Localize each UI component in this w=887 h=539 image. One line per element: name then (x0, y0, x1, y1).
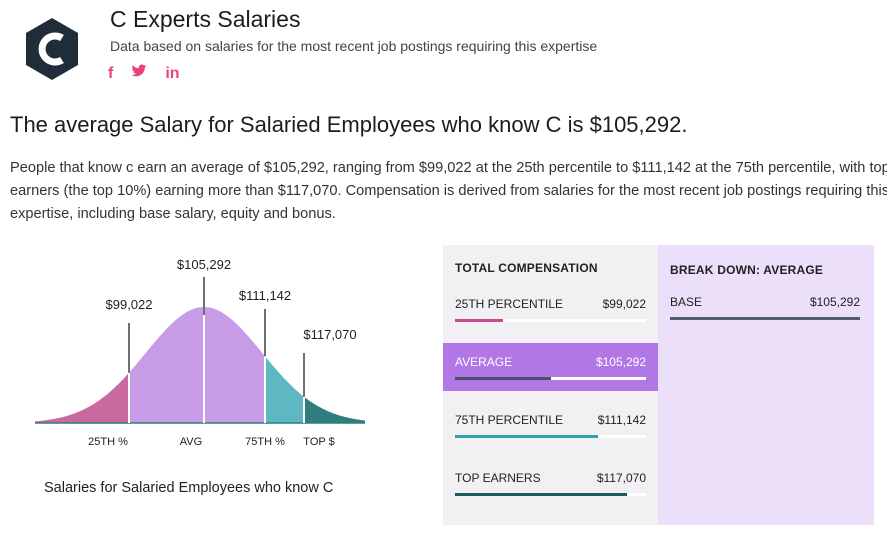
twitter-icon[interactable] (131, 64, 147, 83)
compensation-value: $117,070 (596, 471, 646, 485)
marker-value-label: $105,292 (177, 257, 231, 272)
compensation-label: 25TH PERCENTILE (455, 297, 564, 311)
distribution-segment (129, 307, 204, 423)
compensation-row[interactable]: AVERAGE $105,292 (443, 343, 658, 391)
compensation-value: $111,142 (597, 413, 646, 427)
salary-distribution-chart: $99,022 $105,292 $111,142 $117,070 25TH % AVG… (35, 257, 365, 448)
page-title: C Experts Salaries (110, 6, 301, 32)
marker-value-label: $99,022 (106, 297, 153, 312)
facebook-icon[interactable]: f (108, 64, 114, 82)
compensation-bar-track (455, 493, 646, 496)
distribution-segment (204, 307, 265, 423)
distribution-segment (35, 372, 129, 423)
axis-label: 25TH % (88, 436, 128, 448)
compensation-heading: TOTAL COMPENSATION (455, 261, 598, 275)
compensation-bar-track (455, 319, 646, 322)
salary-headline: The average Salary for Salaried Employee… (10, 112, 688, 137)
c-language-logo (26, 18, 78, 80)
distribution-segment (265, 356, 304, 423)
compensation-bar-fill (455, 493, 627, 496)
breakdown-heading: BREAK DOWN: AVERAGE (670, 263, 824, 277)
breakdown-panel: BREAK DOWN: AVERAGE BASE $105,292 (658, 245, 874, 525)
breakdown-value: $105,292 (809, 295, 860, 309)
compensation-label: TOP EARNERS (455, 471, 541, 485)
compensation-value: $105,292 (595, 355, 646, 369)
axis-label: AVG (180, 436, 202, 448)
compensation-row[interactable]: TOP EARNERS $117,070 (443, 459, 658, 507)
axis-label: TOP $ (303, 436, 334, 448)
compensation-bar-fill (455, 319, 503, 322)
compensation-label: AVERAGE (455, 355, 513, 369)
total-compensation-panel: TOTAL COMPENSATION 25TH PERCENTILE $99,02… (443, 245, 658, 525)
distribution-segment (304, 396, 365, 423)
chart-caption: Salaries for Salaried Employees who know… (44, 480, 334, 496)
compensation-row[interactable]: 25TH PERCENTILE $99,022 (443, 285, 658, 333)
axis-label: 75TH % (245, 436, 285, 448)
marker-value-label: $111,142 (239, 288, 291, 303)
breakdown-bar (670, 317, 860, 320)
compensation-bar-track (455, 377, 646, 380)
compensation-label: 75TH PERCENTILE (455, 413, 564, 427)
salary-description: People that know c earn an average of $1… (10, 160, 887, 222)
breakdown-label: BASE (670, 295, 703, 309)
compensation-row[interactable]: 75TH PERCENTILE $111,142 (443, 401, 658, 449)
social-links: f in (108, 64, 180, 83)
marker-value-label: $117,070 (303, 327, 356, 342)
linkedin-icon[interactable]: in (165, 64, 180, 82)
compensation-bar-track (455, 435, 646, 438)
compensation-value: $99,022 (602, 297, 646, 311)
breakdown-row-base: BASE $105,292 (658, 245, 874, 320)
compensation-bar-fill (455, 377, 551, 380)
page-subtitle: Data based on salaries for the most rece… (110, 38, 598, 54)
compensation-bar-fill (455, 435, 599, 438)
